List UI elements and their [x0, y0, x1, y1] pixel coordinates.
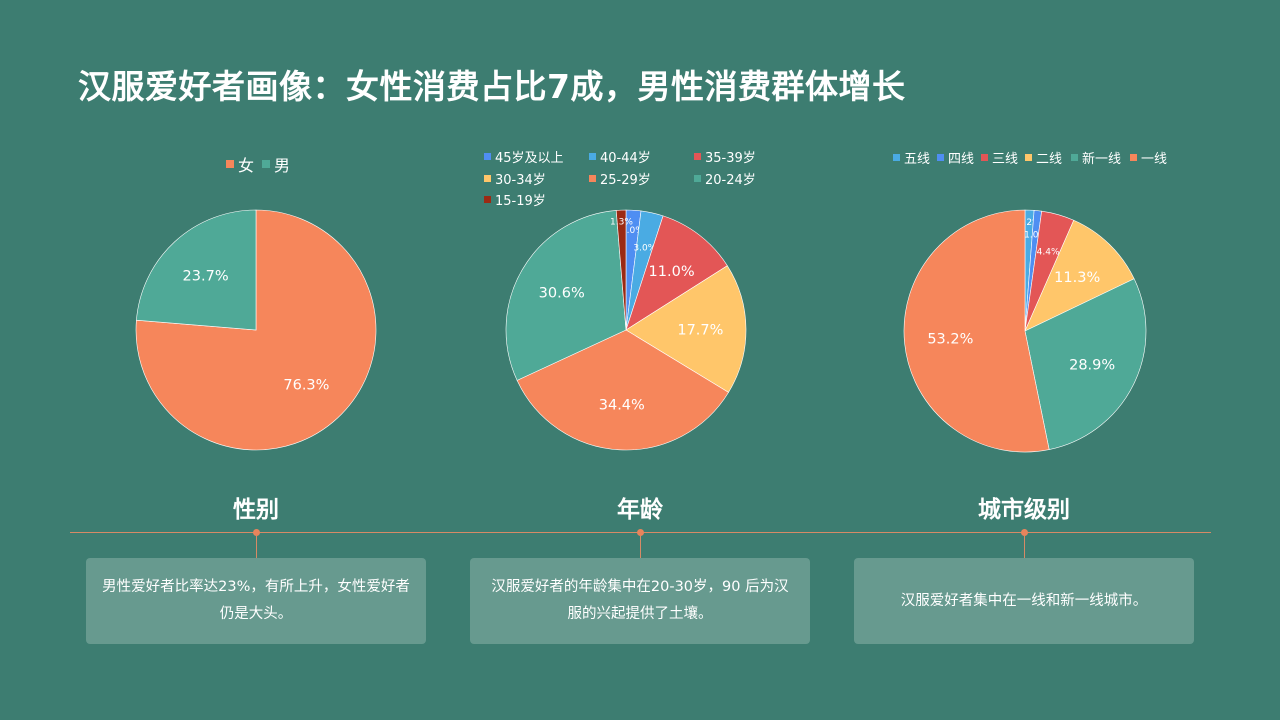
legend-item[interactable]: 二线 — [1025, 148, 1062, 167]
legend-label: 五线 — [904, 152, 931, 167]
pie-slice-city-5 — [903, 209, 1050, 453]
pie-label-age-1: 3.0% — [633, 244, 656, 254]
legend-item[interactable]: 45岁及以上 — [484, 147, 564, 166]
legend-label: 35-39岁 — [705, 151, 756, 166]
legend-item[interactable]: 15-19岁 — [484, 190, 546, 209]
timeline-dot-gender — [253, 529, 260, 536]
legend-item[interactable]: 三线 — [981, 148, 1018, 167]
legend-item[interactable]: 新一线 — [1071, 148, 1121, 167]
pie-label-age-5: 30.6% — [539, 286, 585, 302]
summary-text-city: 汉服爱好者集中在一线和新一线城市。 — [900, 592, 1148, 609]
summary-text-age: 汉服爱好者的年龄集中在20-30岁，90 后为汉服的兴起提供了土壤。 — [491, 579, 789, 622]
pie-label-gender-1: 23.7% — [183, 268, 229, 284]
pie-slice-age-3 — [625, 265, 747, 393]
pie-label-city-5: 53.2% — [927, 332, 973, 348]
legend-swatch — [694, 153, 701, 160]
legend-swatch — [226, 160, 234, 168]
legend-item[interactable]: 35-39岁 — [694, 147, 756, 166]
pie-label-gender-0: 76.3% — [283, 378, 329, 394]
legend-swatch — [484, 175, 491, 182]
timeline-stem-city — [1024, 536, 1025, 558]
summary-card-age: 汉服爱好者的年龄集中在20-30岁，90 后为汉服的兴起提供了土壤。 — [470, 558, 810, 644]
legend-item[interactable]: 男 — [262, 152, 290, 176]
pie-label-age-0: 2.0% — [621, 226, 644, 236]
legend-item[interactable]: 25-29岁 — [589, 169, 651, 188]
legend-swatch — [981, 154, 988, 161]
pie-slice-age-5 — [505, 210, 627, 381]
legend-label: 45岁及以上 — [495, 151, 564, 166]
page-title: 汉服爱好者画像：女性消费占比7成，男性消费群体增长 — [78, 67, 906, 106]
legend-swatch — [262, 160, 270, 168]
legend-item[interactable]: 四线 — [937, 148, 974, 167]
legend-item[interactable]: 五线 — [893, 148, 930, 167]
legend-label: 一线 — [1141, 152, 1168, 167]
legend-label: 20-24岁 — [705, 173, 756, 188]
legend-swatch — [1071, 154, 1078, 161]
pie-label-city-1: 1.0% — [1024, 230, 1047, 240]
legend-swatch — [484, 153, 491, 160]
timeline-dot-age — [637, 529, 644, 536]
pie-slice-age-6 — [615, 209, 627, 331]
legend-label: 四线 — [948, 152, 975, 167]
summary-card-city: 汉服爱好者集中在一线和新一线城市。 — [854, 558, 1194, 644]
legend-swatch — [893, 154, 900, 161]
pie-label-age-6: 1.3% — [610, 218, 633, 228]
pie-label-city-4: 28.9% — [1069, 357, 1115, 373]
pie-label-age-3: 17.7% — [677, 322, 723, 338]
legend-label: 男 — [274, 156, 291, 175]
legend-item[interactable]: 40-44岁 — [589, 147, 651, 166]
legend-label: 新一线 — [1082, 152, 1122, 167]
section-title-age: 年龄 — [617, 497, 663, 523]
section-title-city: 城市级别 — [978, 497, 1070, 523]
legend-label: 40-44岁 — [600, 151, 651, 166]
legend-swatch — [484, 196, 491, 203]
legend-label: 二线 — [1036, 152, 1063, 167]
pie-slice-gender-1 — [136, 209, 257, 331]
legend-label: 三线 — [992, 152, 1019, 167]
summary-text-gender: 男性爱好者比率达23%，有所上升，女性爱好者仍是大头。 — [102, 579, 410, 622]
pie-label-city-2: 4.4% — [1037, 248, 1060, 258]
legend-item[interactable]: 女 — [226, 152, 254, 176]
timeline-stem-gender — [256, 536, 257, 558]
legend-swatch — [589, 153, 596, 160]
legend-item[interactable]: 20-24岁 — [694, 169, 756, 188]
pie-label-age-2: 11.0% — [649, 264, 695, 280]
pie-slice-city-4 — [1024, 278, 1147, 450]
timeline-stem-age — [640, 536, 641, 558]
legend-label: 30-34岁 — [495, 173, 546, 188]
legend-swatch — [937, 154, 944, 161]
legend-swatch — [589, 175, 596, 182]
legend-swatch — [694, 175, 701, 182]
section-title-gender: 性别 — [233, 497, 279, 523]
pie-slice-age-2 — [625, 215, 728, 331]
legend-item[interactable]: 30-34岁 — [484, 169, 546, 188]
legend-swatch — [1025, 154, 1032, 161]
pie-slice-city-3 — [1024, 219, 1135, 332]
legend-label: 25-29岁 — [600, 173, 651, 188]
pie-label-age-4: 34.4% — [599, 397, 645, 413]
legend-swatch — [1130, 154, 1137, 161]
pie-label-city-0: 1.2% — [1018, 218, 1041, 228]
summary-card-gender: 男性爱好者比率达23%，有所上升，女性爱好者仍是大头。 — [86, 558, 426, 644]
legend-item[interactable]: 一线 — [1130, 148, 1167, 167]
legend-label: 15-19岁 — [495, 194, 546, 209]
pie-label-city-3: 11.3% — [1054, 270, 1100, 286]
legend-label: 女 — [238, 156, 255, 175]
pie-slice-age-4 — [516, 329, 729, 451]
timeline-dot-city — [1021, 529, 1028, 536]
